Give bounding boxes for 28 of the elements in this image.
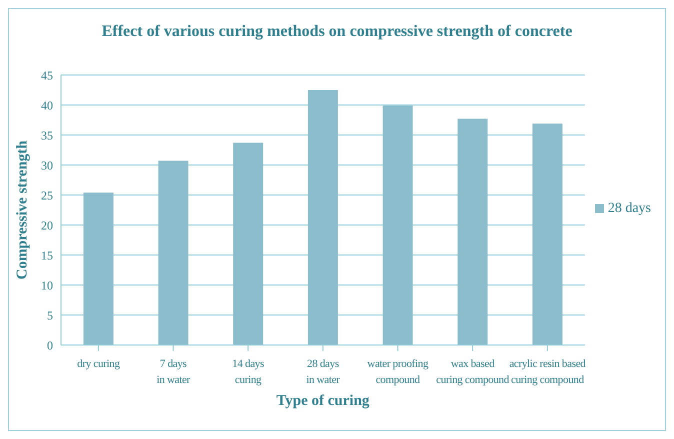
chart-title: Effect of various curing methods on compressive strength of concrete [100,23,574,41]
x-tick-label: 14 days curing [232,358,264,386]
x-tick-label: 28 days in water [306,358,340,386]
y-axis-title: Compressive strength [14,140,30,280]
y-tick-label: 15 [41,248,53,262]
x-tick-label: dry curing [77,358,120,370]
bar [532,124,562,345]
legend-label: 28 days [608,201,651,216]
y-tick-label: 40 [41,98,53,112]
x-axis-title: Type of curing [276,393,370,409]
y-tick-label: 25 [41,188,53,202]
y-tick-label: 0 [47,338,53,352]
y-tick-label: 35 [41,128,53,142]
y-tick-label: 20 [41,218,53,232]
bar [158,160,188,345]
x-tick-label: water proofing compound [367,358,429,386]
bar [308,90,338,345]
bar [458,118,488,345]
x-tick-label: 7 days in water [156,358,191,386]
y-tick-label: 5 [47,308,53,322]
x-tick-label: acrylic resin based curing compound [509,358,586,386]
bar [83,192,114,345]
bar [382,106,413,345]
x-tick-label: wax based curing compound [436,358,510,386]
y-tick-label: 30 [41,158,53,172]
bar [233,142,264,345]
y-tick-label: 10 [41,278,53,292]
y-tick-label: 45 [41,68,53,82]
